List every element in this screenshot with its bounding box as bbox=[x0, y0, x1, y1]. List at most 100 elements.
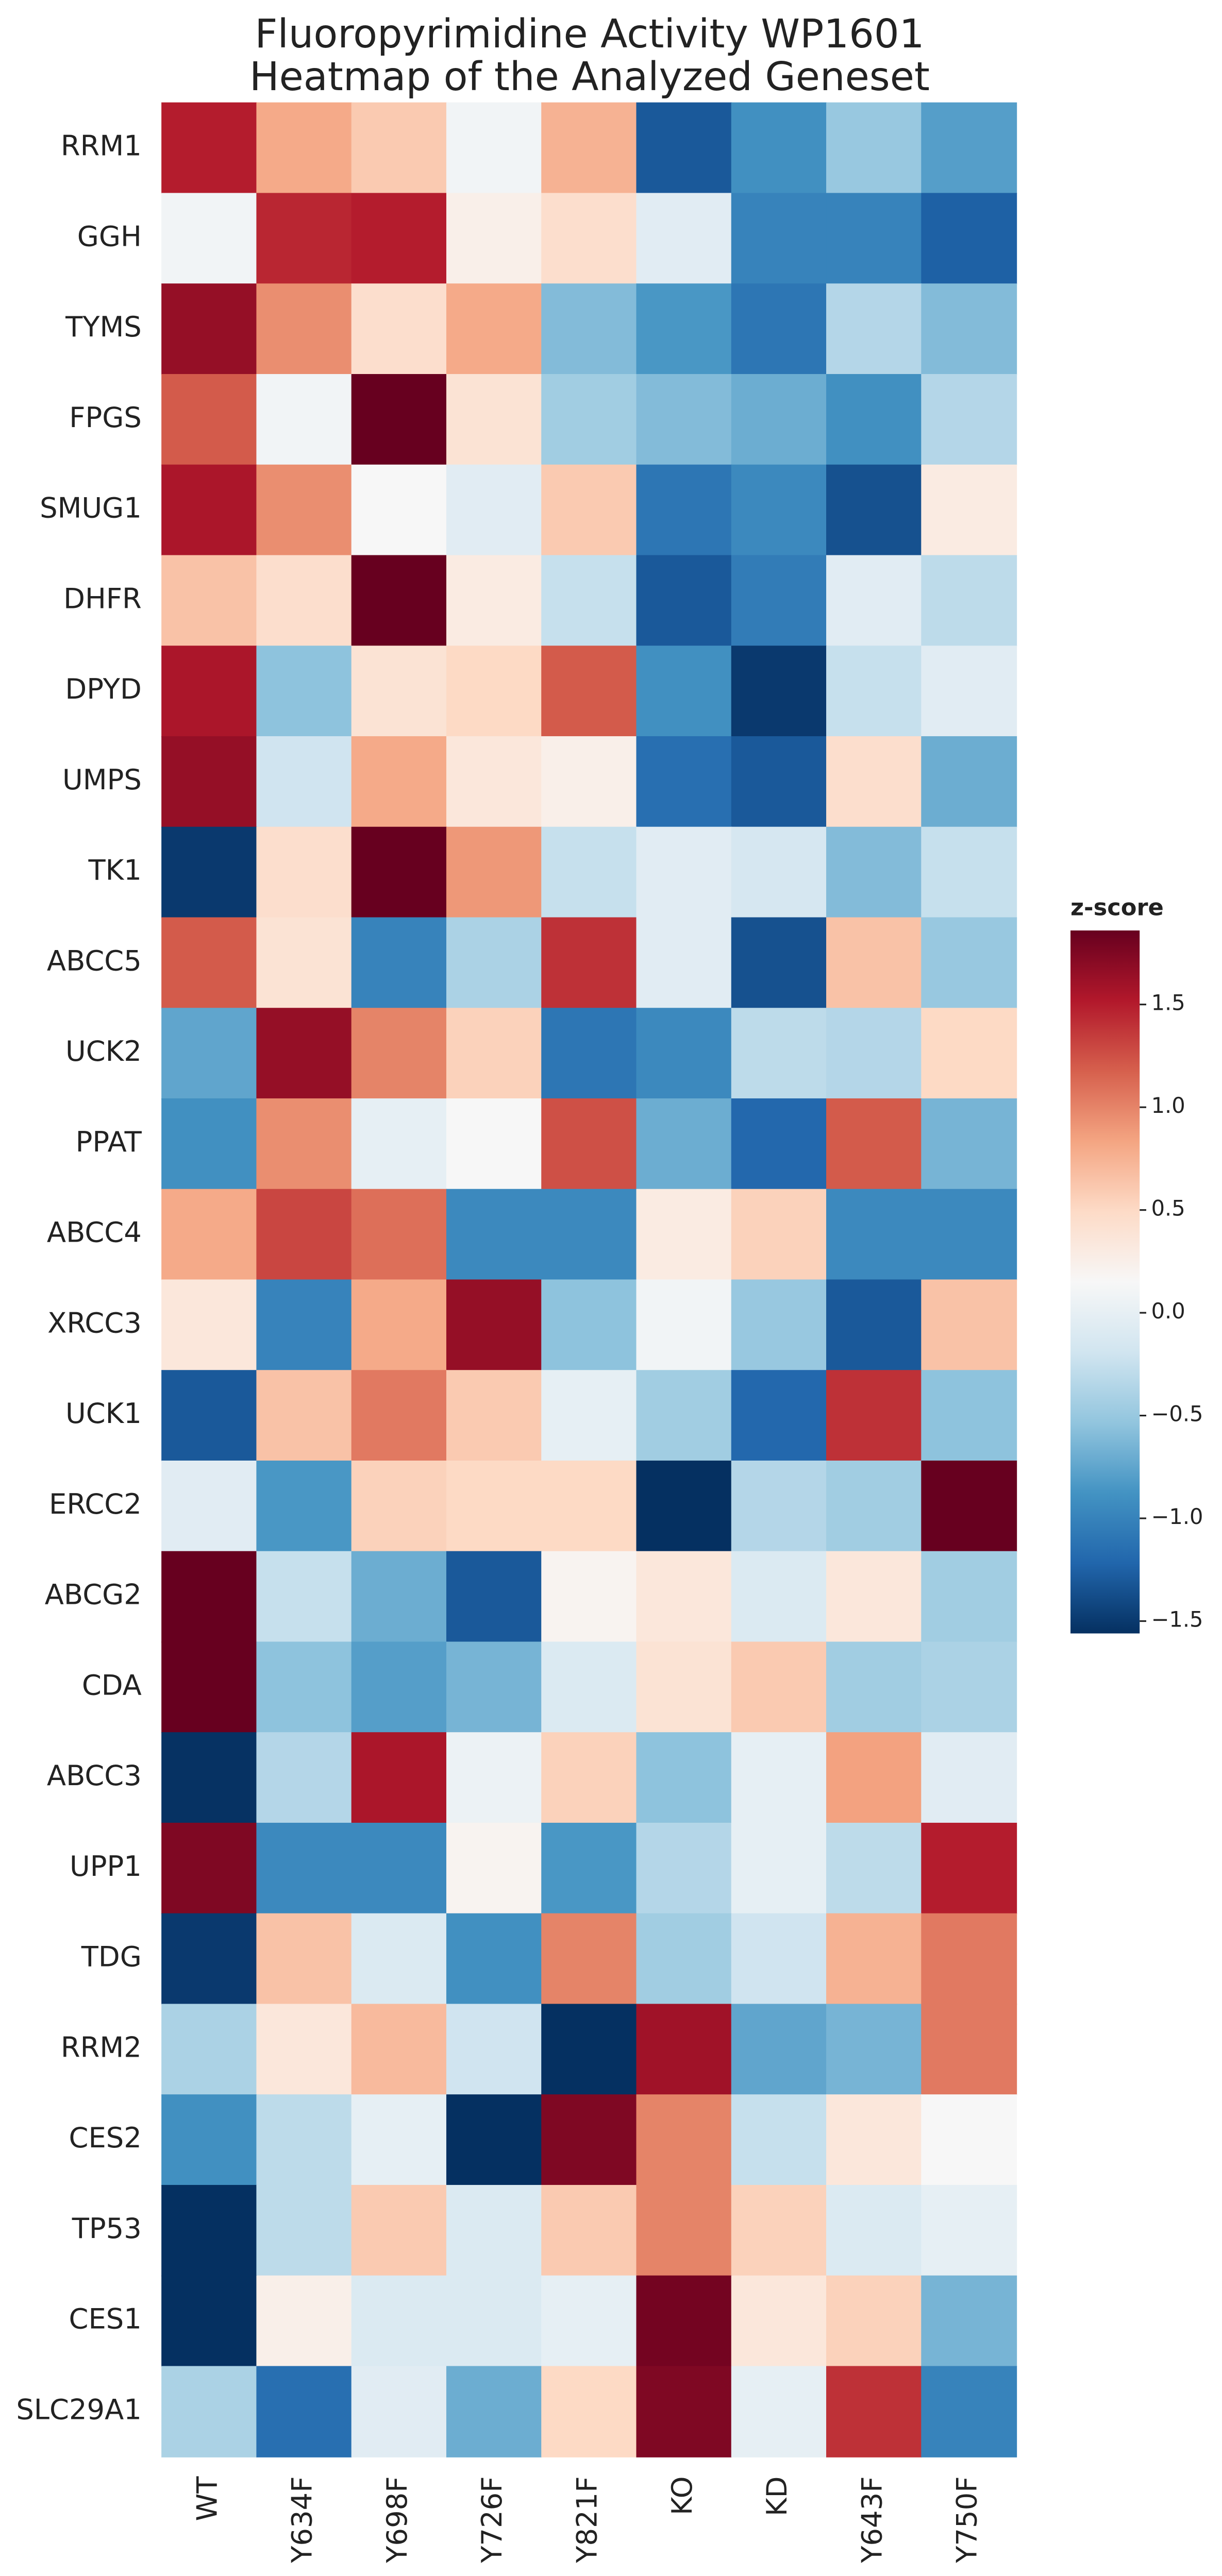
heatmap-cell bbox=[636, 1460, 732, 1552]
heatmap-cell bbox=[731, 1551, 827, 1643]
colorbar-tick-label: 0.0 bbox=[1151, 1298, 1185, 1324]
heatmap-cell bbox=[351, 646, 447, 737]
heatmap-cell bbox=[921, 1098, 1017, 1190]
heatmap-cell bbox=[921, 917, 1017, 1009]
heatmap-cell bbox=[826, 1098, 922, 1190]
heatmap-cell bbox=[351, 1370, 447, 1462]
heatmap-cell bbox=[921, 2366, 1017, 2458]
colorbar-label: z-score bbox=[1070, 894, 1164, 921]
colorbar-tick-label: −0.5 bbox=[1151, 1401, 1203, 1427]
heatmap-cell bbox=[826, 555, 922, 647]
heatmap-cell bbox=[256, 826, 353, 919]
heatmap-cell bbox=[541, 1913, 638, 2005]
heatmap-cell bbox=[256, 1098, 353, 1190]
heatmap-cell bbox=[541, 1189, 638, 1281]
heatmap-cell bbox=[446, 2184, 542, 2277]
heatmap-cell bbox=[256, 736, 353, 828]
heatmap-cell bbox=[731, 102, 827, 194]
heatmap-cell bbox=[541, 1098, 638, 1190]
heatmap-cell bbox=[161, 1732, 258, 1824]
heatmap-cell bbox=[921, 1008, 1017, 1099]
heatmap-cell bbox=[921, 1460, 1017, 1552]
heatmap-cell bbox=[541, 1008, 638, 1099]
heatmap-cell bbox=[351, 1913, 447, 2005]
heatmap-cell bbox=[731, 1098, 827, 1190]
heatmap-cell bbox=[826, 1913, 922, 2005]
heatmap-cell bbox=[446, 1913, 542, 2005]
heatmap-cell bbox=[921, 1732, 1017, 1824]
y-tick-label: ABCC5 bbox=[47, 944, 142, 977]
heatmap-cell bbox=[256, 917, 353, 1009]
heatmap-cell bbox=[446, 555, 542, 647]
heatmap-cell bbox=[446, 1189, 542, 1281]
x-tick-label: Y750F bbox=[951, 2477, 983, 2564]
heatmap-cell bbox=[256, 464, 353, 556]
heatmap-cell bbox=[731, 555, 827, 647]
heatmap-cell bbox=[921, 374, 1017, 466]
heatmap-cell bbox=[256, 193, 353, 284]
heatmap-cell bbox=[446, 1822, 542, 1914]
heatmap-cell bbox=[161, 1189, 258, 1281]
heatmap-cell bbox=[256, 283, 353, 375]
heatmap-cell bbox=[256, 646, 353, 737]
y-tick-label: TP53 bbox=[72, 2212, 142, 2245]
heatmap-cell bbox=[351, 555, 447, 647]
heatmap-cell bbox=[921, 826, 1017, 919]
heatmap-cell bbox=[161, 1098, 258, 1190]
heatmap-cell bbox=[446, 917, 542, 1009]
heatmap-cell bbox=[731, 1189, 827, 1281]
heatmap-cell bbox=[921, 736, 1017, 828]
heatmap-cell bbox=[161, 826, 258, 919]
heatmap-cell bbox=[826, 283, 922, 375]
heatmap-cell bbox=[446, 826, 542, 919]
heatmap-cell bbox=[161, 2004, 258, 2095]
heatmap-cell bbox=[161, 1279, 258, 1371]
y-tick-label: ERCC2 bbox=[49, 1488, 142, 1520]
heatmap-cell bbox=[446, 2094, 542, 2186]
heatmap-cell bbox=[161, 2094, 258, 2186]
heatmap-cell bbox=[256, 1913, 353, 2005]
heatmap-cell bbox=[446, 193, 542, 284]
heatmap-cell bbox=[161, 1008, 258, 1099]
heatmap-cell bbox=[446, 1641, 542, 1733]
heatmap-cell bbox=[351, 1822, 447, 1914]
heatmap-cell bbox=[161, 1641, 258, 1733]
heatmap-cell bbox=[541, 646, 638, 737]
y-tick-label: SMUG1 bbox=[40, 492, 142, 524]
y-tick-label: DPYD bbox=[65, 673, 141, 705]
heatmap-cell bbox=[351, 2366, 447, 2458]
heatmap-cell bbox=[636, 1551, 732, 1643]
heatmap-cell bbox=[256, 1822, 353, 1914]
heatmap-cell bbox=[921, 1822, 1017, 1914]
y-tick-label: PPAT bbox=[76, 1126, 142, 1158]
heatmap-cell bbox=[921, 555, 1017, 647]
heatmap-cell bbox=[541, 2094, 638, 2186]
y-tick-label: TK1 bbox=[88, 854, 141, 887]
heatmap-cell bbox=[541, 1279, 638, 1371]
heatmap-cell bbox=[636, 1732, 732, 1824]
heatmap-cell bbox=[826, 1189, 922, 1281]
heatmap-cell bbox=[731, 1822, 827, 1914]
x-tick-label: KO bbox=[666, 2477, 698, 2515]
y-tick-label: CES2 bbox=[69, 2122, 142, 2154]
heatmap-cell bbox=[446, 736, 542, 828]
heatmap-cell bbox=[541, 1732, 638, 1824]
heatmap-cell bbox=[256, 1279, 353, 1371]
heatmap-cell bbox=[636, 193, 732, 284]
heatmap-cell bbox=[731, 1460, 827, 1552]
heatmap-cell bbox=[446, 1008, 542, 1099]
heatmap-cell bbox=[731, 1732, 827, 1824]
heatmap-cell bbox=[161, 2275, 258, 2367]
heatmap-cell bbox=[256, 1008, 353, 1099]
y-tick-label: ABCG2 bbox=[45, 1579, 142, 1611]
y-tick-label: RRM1 bbox=[61, 130, 142, 162]
y-tick-label: UCK2 bbox=[65, 1035, 142, 1067]
heatmap-cell bbox=[636, 826, 732, 919]
heatmap-cell bbox=[446, 102, 542, 194]
heatmap-cell bbox=[446, 1460, 542, 1552]
heatmap-cell bbox=[731, 2094, 827, 2186]
x-tick-label: Y821F bbox=[571, 2477, 603, 2564]
heatmap-cell bbox=[636, 1279, 732, 1371]
heatmap-cell bbox=[731, 2004, 827, 2095]
